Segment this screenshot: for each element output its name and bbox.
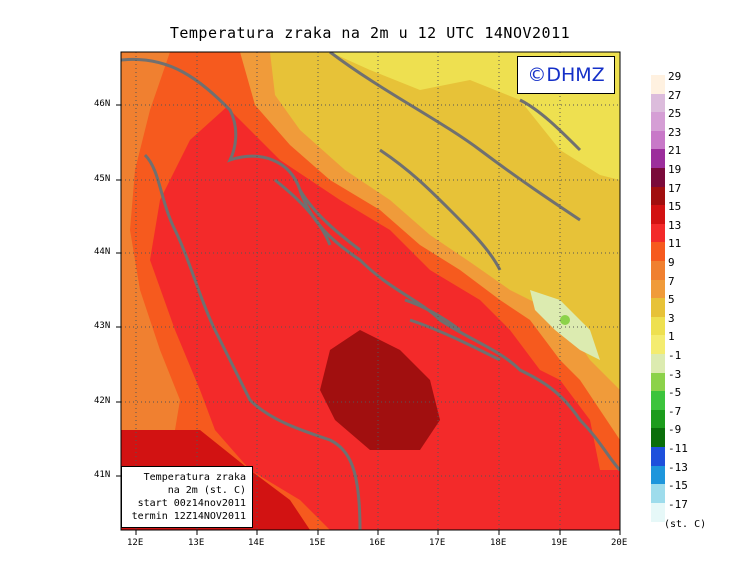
colorbar-label: 23 <box>668 125 682 139</box>
colorbar-label: 25 <box>668 107 682 121</box>
colorbar-label: 11 <box>668 237 682 251</box>
colorbar-label: -7 <box>668 404 682 418</box>
cold-spot <box>560 315 570 325</box>
colorbar-swatch <box>651 447 665 467</box>
colorbar-swatch <box>651 93 665 113</box>
colorbar-label: 17 <box>668 181 682 195</box>
colorbar-swatch <box>651 75 665 95</box>
colorbar-label: 1 <box>668 330 675 344</box>
colorbar-label: 21 <box>668 144 682 158</box>
x-tick-20e: 20E <box>611 538 628 548</box>
colorbar-label: -3 <box>668 367 682 381</box>
colorbar-swatch <box>651 428 665 448</box>
colorbar-swatch <box>651 261 665 281</box>
colorbar-swatch <box>651 168 665 188</box>
colorbar-swatch <box>651 279 665 299</box>
colorbar-swatch <box>651 484 665 504</box>
colorbar-units: (st. C) <box>664 519 707 530</box>
x-tick-12e: 12E <box>127 538 144 548</box>
y-tick-45n: 45N <box>94 174 111 184</box>
colorbar-swatch <box>651 130 665 150</box>
colorbar-label: 15 <box>668 200 682 214</box>
colorbar-swatch <box>651 465 665 485</box>
x-tick-19e: 19E <box>551 538 568 548</box>
colorbar-swatch <box>651 354 665 374</box>
map-title: Temperatura zraka na 2m u 12 UTC 14NOV20… <box>169 24 571 42</box>
colorbar-label: -1 <box>668 349 682 362</box>
x-tick-15e: 15E <box>309 538 326 548</box>
colorbar-swatch <box>651 298 665 318</box>
colorbar-label: -11 <box>668 442 688 455</box>
colorbar-label: 9 <box>668 256 675 269</box>
west-light-orange-field <box>121 52 180 430</box>
x-tick-17e: 17E <box>429 538 446 548</box>
colorbar-swatch <box>651 149 665 169</box>
y-tick-44n: 44N <box>94 247 111 257</box>
colorbar-swatch <box>651 502 665 522</box>
colorbar-swatch <box>651 409 665 429</box>
colorbar-swatch <box>651 335 665 355</box>
x-tick-16e: 16E <box>369 538 386 548</box>
coastlines <box>121 52 620 530</box>
y-tick-41n: 41N <box>94 470 111 480</box>
colorbar-label: 7 <box>668 274 675 288</box>
colorbar-label: 3 <box>668 311 675 325</box>
info-box: Temperatura zraka na 2m (st. C) start 00… <box>121 466 253 528</box>
x-tick-13e: 13E <box>188 538 205 548</box>
colorbar-swatch <box>651 391 665 411</box>
colorbar-label: 19 <box>668 163 682 176</box>
info-line-3: start 00z14nov2011 <box>137 498 246 509</box>
colorbar-swatch <box>651 223 665 243</box>
y-tick-46n: 46N <box>94 99 111 109</box>
colorbar-swatch <box>651 372 665 392</box>
colorbar-swatch <box>651 186 665 206</box>
info-line-2: na 2m (st. C) <box>167 485 246 496</box>
colorbar-label: -13 <box>668 460 688 474</box>
y-tick-42n: 42N <box>94 396 111 406</box>
colorbar-label: -17 <box>668 497 688 511</box>
colorbar-label: 13 <box>668 218 682 232</box>
axis-ticks <box>116 104 621 535</box>
x-tick-14e: 14E <box>248 538 265 548</box>
south-dark-red-field <box>320 330 440 450</box>
colorbar-swatch <box>651 242 665 262</box>
y-tick-43n: 43N <box>94 321 111 331</box>
colorbar-swatch <box>651 205 665 225</box>
colorbar-swatch <box>651 316 665 336</box>
colorbar-swatch <box>651 112 665 132</box>
dhmz-logo: ©DHMZ <box>517 56 615 94</box>
colorbar-label: -5 <box>668 386 682 400</box>
info-line-4: termin 12Z14NOV2011 <box>131 511 246 522</box>
colorbar-label: 29 <box>668 70 682 83</box>
colorbar-label: -15 <box>668 479 688 493</box>
plot-frame <box>120 51 621 531</box>
colorbar-label: -9 <box>668 423 682 437</box>
inland-yellow-band <box>270 52 620 390</box>
info-line-1: Temperatura zraka <box>143 472 246 483</box>
colorbar-label: 27 <box>668 88 682 102</box>
colorbar-label: 5 <box>668 293 675 307</box>
x-tick-18e: 18E <box>490 538 507 548</box>
